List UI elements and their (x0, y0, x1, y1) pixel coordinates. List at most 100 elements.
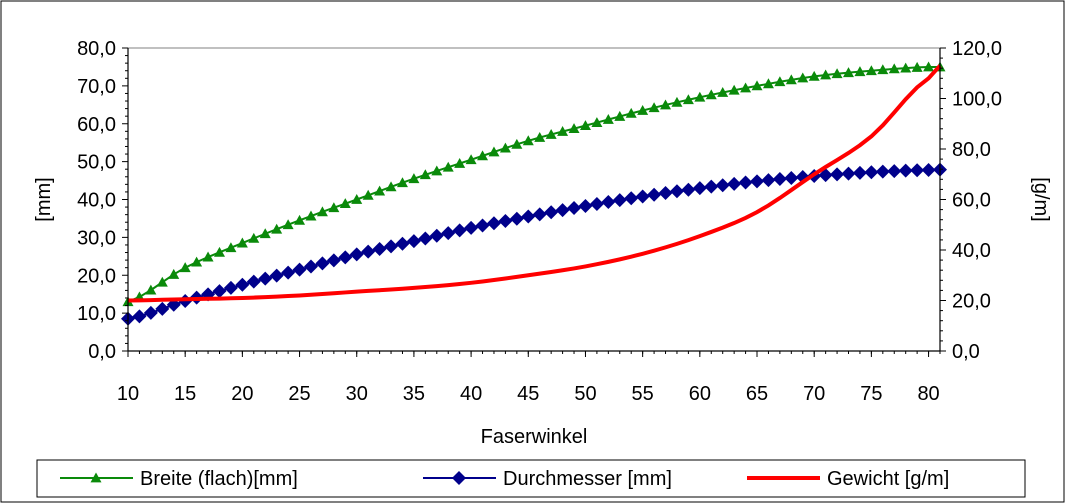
series-marker (499, 142, 511, 153)
series-marker (797, 72, 809, 83)
series-marker (671, 96, 683, 107)
series-marker (395, 236, 410, 251)
y-left-tick-label: 50,0 (77, 152, 116, 174)
series-marker (831, 68, 843, 79)
series-marker (717, 86, 729, 97)
x-tick-label: 35 (403, 383, 425, 405)
y-right-tick-label: 20,0 (952, 291, 991, 313)
series-marker (315, 256, 330, 271)
series-marker (361, 244, 376, 259)
series-marker (179, 262, 191, 273)
series-marker (156, 276, 168, 287)
y-left-tick-label: 30,0 (77, 227, 116, 249)
x-tick-label: 80 (917, 383, 939, 405)
series-marker (419, 169, 431, 180)
series-marker (488, 146, 500, 157)
series-marker (774, 76, 786, 87)
series-marker (349, 247, 364, 262)
series-marker (374, 185, 386, 196)
series-marker (464, 220, 479, 235)
series-marker (212, 284, 227, 299)
series-marker (820, 69, 832, 80)
series-marker (900, 62, 912, 73)
x-tick-label: 10 (117, 383, 139, 405)
series-marker (555, 203, 570, 218)
series-marker (660, 99, 672, 110)
y-right-tick-label: 60,0 (952, 190, 991, 212)
series-marker (841, 166, 856, 181)
series-marker (246, 274, 261, 289)
series-marker (235, 277, 250, 292)
series-marker (602, 113, 614, 124)
series-marker (614, 110, 626, 121)
series-marker (635, 189, 650, 204)
series-marker (351, 194, 363, 204)
series-marker (294, 214, 306, 225)
series-marker (282, 219, 294, 230)
series-marker (281, 265, 296, 280)
series-marker (567, 200, 582, 215)
series-marker (248, 232, 260, 243)
series-marker (168, 268, 180, 279)
y-right-tick-label: 40,0 (952, 240, 991, 262)
series-marker (498, 213, 513, 228)
series-marker (545, 128, 557, 139)
y-axis-left-title: [mm] (33, 177, 55, 221)
series-marker (532, 207, 547, 222)
series-marker (202, 251, 214, 262)
y-left-tick-label: 80,0 (77, 38, 116, 60)
y-left-tick-label: 40,0 (77, 190, 116, 212)
series-marker (762, 78, 774, 89)
series-marker (305, 210, 317, 221)
series-marker (637, 104, 649, 115)
y-left-tick-label: 10,0 (77, 303, 116, 325)
series-marker (910, 163, 925, 178)
series-marker (225, 242, 237, 253)
series-marker (431, 165, 443, 176)
series-marker (854, 66, 866, 77)
series-marker (454, 157, 466, 168)
series-marker (396, 177, 408, 188)
series-marker (877, 64, 889, 75)
series-marker (705, 89, 717, 100)
y-right-tick-label: 100,0 (952, 89, 1002, 111)
legend-box (36, 459, 1026, 498)
series-marker (921, 162, 936, 177)
series-marker (648, 102, 660, 113)
series-marker (578, 198, 593, 213)
x-tick-label: 25 (288, 383, 310, 405)
series-marker (568, 123, 580, 134)
x-tick-label: 15 (174, 383, 196, 405)
series-marker (259, 228, 271, 239)
series-marker (704, 179, 719, 194)
x-tick-label: 65 (746, 383, 768, 405)
series-marker (385, 181, 397, 192)
series-marker (269, 268, 284, 283)
series-marker (761, 173, 776, 188)
x-tick-label: 60 (689, 383, 711, 405)
series-marker (669, 184, 684, 199)
series-marker (143, 305, 158, 320)
legend-marker (452, 471, 466, 485)
series-marker (534, 132, 546, 142)
legend-label: Breite (flach)[mm] (140, 468, 298, 490)
series-marker (887, 164, 902, 179)
series-marker (612, 193, 627, 208)
series-marker (647, 187, 662, 202)
series-marker (223, 280, 238, 295)
series-2 (127, 64, 942, 303)
series-marker (429, 228, 444, 243)
series-marker (418, 231, 433, 246)
series-marker (372, 241, 387, 256)
y-left-tick-label: 60,0 (77, 114, 116, 136)
series-marker (818, 168, 833, 183)
series-marker (830, 167, 845, 182)
series-marker (339, 198, 351, 209)
series-marker (557, 126, 569, 136)
series-marker (486, 216, 501, 231)
series-marker (601, 195, 616, 210)
y-right-tick-label: 0,0 (952, 341, 980, 363)
y-left-tick-label: 70,0 (77, 76, 116, 98)
series-marker (303, 259, 318, 274)
